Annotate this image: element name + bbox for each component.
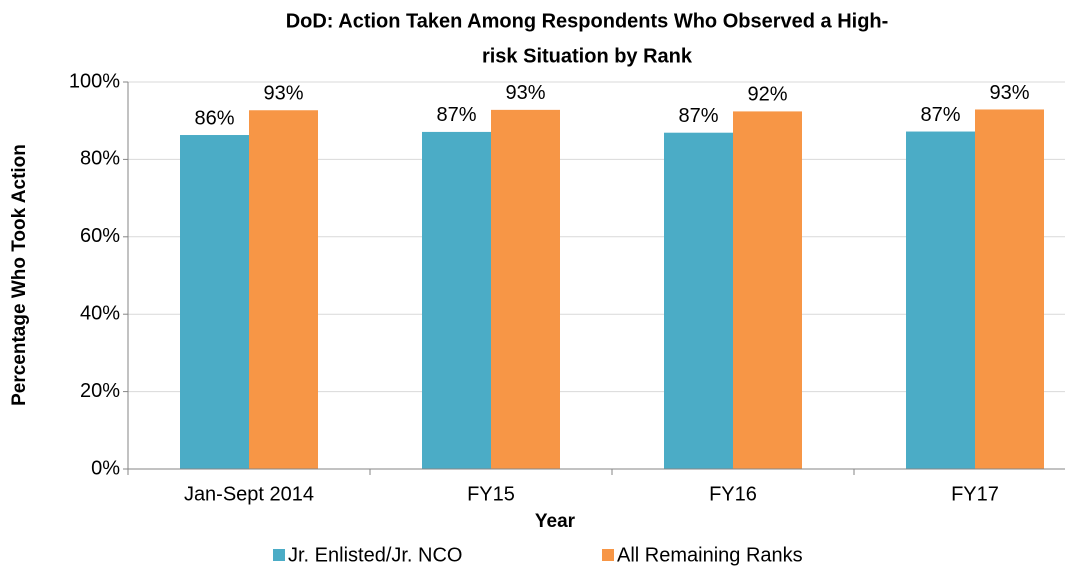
x-tick-label: FY17 [951,483,999,505]
legend-label: All Remaining Ranks [617,544,803,566]
bar [422,131,491,469]
data-label: 93% [989,82,1029,104]
bar [180,135,249,470]
legend-swatch [602,549,614,561]
data-label: 86% [194,107,234,129]
y-axis-title: Percentage Who Took Action [9,144,30,406]
x-tick-label: FY16 [709,483,757,505]
data-label: 93% [505,82,545,104]
x-axis-title: Year [535,511,576,532]
chart-title: DoD: Action Taken Among Respondents Who … [286,10,889,32]
data-label: 87% [678,105,718,127]
legend-swatch [273,549,285,561]
y-tick-label: 60% [80,225,120,247]
bar [491,109,560,469]
x-tick-label: FY15 [467,483,515,505]
chart-title: risk Situation by Rank [482,45,693,67]
data-label: 87% [920,104,960,126]
legend-label: Jr. Enlisted/Jr. NCO [288,544,463,566]
data-label: 92% [747,84,787,106]
data-label: 93% [263,83,303,105]
y-tick-label: 100% [69,70,120,92]
data-label: 87% [436,104,476,126]
x-tick-label: Jan-Sept 2014 [184,483,314,505]
bar [249,110,318,469]
y-tick-label: 40% [80,302,120,324]
y-tick-label: 20% [80,380,120,402]
y-tick-label: 0% [91,457,120,479]
bar [733,111,802,470]
bar [975,109,1044,470]
y-tick-label: 80% [80,148,120,170]
bar [906,131,975,469]
bar [664,132,733,469]
